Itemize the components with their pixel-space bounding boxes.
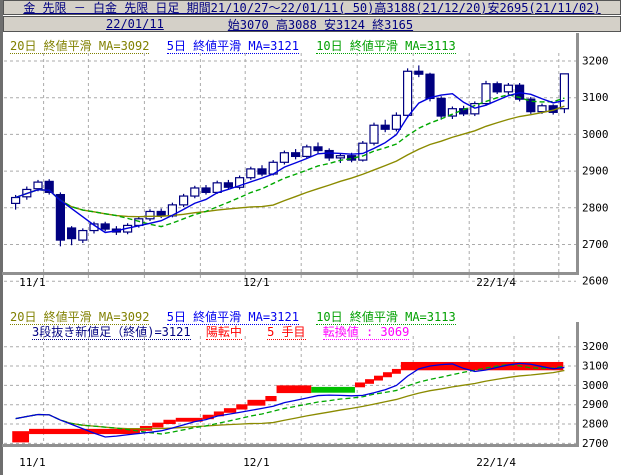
window-left-border xyxy=(0,0,3,475)
svg-text:11/1: 11/1 xyxy=(19,276,46,289)
chart-title: 金 先限 － 白金 先限 日足 期間21/10/27～22/01/11( 50)… xyxy=(23,1,601,15)
svg-text:2900: 2900 xyxy=(582,165,609,178)
svg-text:3100: 3100 xyxy=(582,360,609,373)
svg-text:12/1: 12/1 xyxy=(243,456,270,469)
legend-ma5-b: 5日 終値平滑 MA=3121 xyxy=(166,310,299,325)
candlestick-chart[interactable]: 3200 3100 3000 2900 2800 2700 2600 11/1 12/1 22/1… xyxy=(0,33,624,296)
svg-text:12/1: 12/1 xyxy=(243,276,270,289)
svg-text:22/1/4: 22/1/4 xyxy=(476,276,516,289)
break-reversal-label: 転換値 : 3069 xyxy=(322,325,410,340)
title-bar: 金 先限 － 白金 先限 日足 期間21/10/27～22/01/11( 50)… xyxy=(3,0,621,15)
legend-ma20-b: 20日 終値平滑 MA=3092 xyxy=(10,310,150,325)
legend-ma10-b: 10日 終値平滑 MA=3113 xyxy=(316,310,456,325)
svg-text:2700: 2700 xyxy=(582,437,609,450)
svg-text:2800: 2800 xyxy=(582,418,609,431)
svg-text:22/1/4: 22/1/4 xyxy=(476,456,516,469)
svg-text:2700: 2700 xyxy=(582,238,609,251)
svg-text:3000: 3000 xyxy=(582,379,609,392)
break-status-line: 3段抜き新値足（終値)=3121 陽転中 5 手目 転換値 : 3069 xyxy=(10,323,417,340)
three-line-break-chart[interactable]: 3200 3100 3000 2900 2800 2700 11/1 12/1 22/1/4 xyxy=(0,322,624,475)
legend-ma20: 20日 終値平滑 MA=3092 xyxy=(10,39,150,54)
svg-text:3200: 3200 xyxy=(582,55,609,68)
legend-ma5: 5日 終値平滑 MA=3121 xyxy=(166,39,299,54)
svg-text:3100: 3100 xyxy=(582,91,609,104)
quote-date: 22/01/11 xyxy=(106,17,164,31)
top-chart-legend: 20日 終値平滑 MA=3092 5日 終値平滑 MA=3121 10日 終値平… xyxy=(10,37,466,54)
bottom-chart-legend: 20日 終値平滑 MA=3092 5日 終値平滑 MA=3121 10日 終値平… xyxy=(10,308,466,325)
svg-text:2900: 2900 xyxy=(582,398,609,411)
svg-text:3200: 3200 xyxy=(582,340,609,353)
svg-text:2600: 2600 xyxy=(582,275,609,288)
break-value-label: 3段抜き新値足（終値)=3121 xyxy=(32,325,191,340)
break-state-label: 陽転中 xyxy=(205,325,242,340)
legend-ma10: 10日 終値平滑 MA=3113 xyxy=(316,39,456,54)
svg-text:3000: 3000 xyxy=(582,128,609,141)
quote-bar: 22/01/11 始3070 高3088 安3124 終3165 xyxy=(3,16,621,32)
svg-text:2800: 2800 xyxy=(582,201,609,214)
svg-text:11/1: 11/1 xyxy=(19,456,46,469)
quote-ohlc: 始3070 高3088 安3124 終3165 xyxy=(227,17,414,32)
break-count-label: 5 手目 xyxy=(267,325,306,340)
